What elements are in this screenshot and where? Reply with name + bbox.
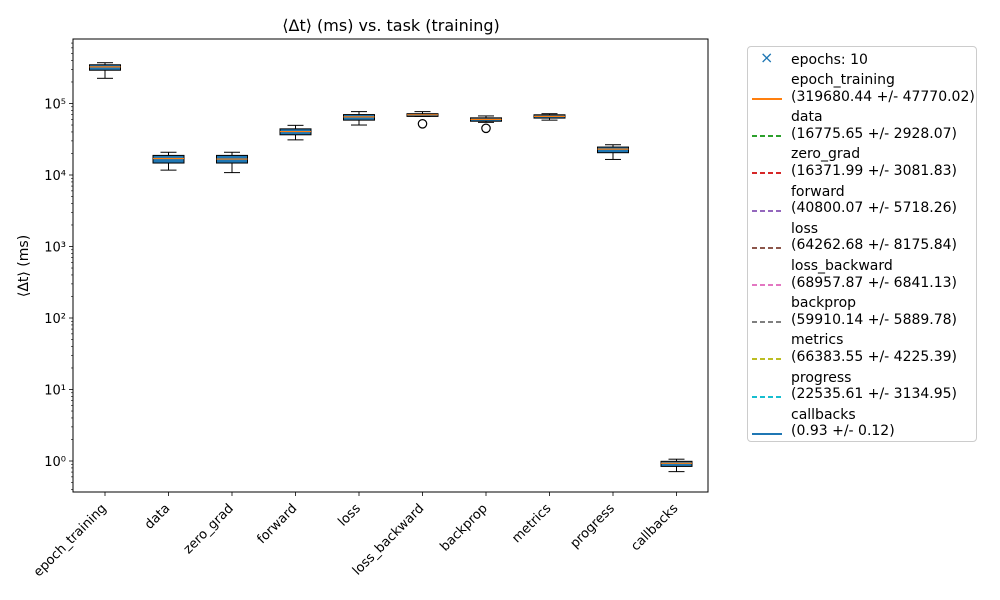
legend-label: epochs: 10 (791, 52, 868, 69)
legend-series-name: progress (791, 369, 852, 386)
x-tick-label: data (142, 501, 173, 532)
legend-line-handle (752, 209, 782, 212)
legend-label: loss_backward (68957.87 +/- 6841.13) (791, 258, 957, 291)
outlier-point (481, 123, 491, 134)
legend-label: callbacks (0.93 +/- 0.12) (791, 407, 895, 440)
x-tick-label: epoch_training (31, 501, 110, 580)
outlier-point (417, 119, 428, 129)
y-axis-label: ⟨Δt⟩ (ms) (16, 235, 32, 297)
legend-line-handle (752, 321, 782, 324)
legend-label: data (16775.65 +/- 2928.07) (791, 109, 957, 142)
x-tick-label: zero_grad (181, 501, 237, 557)
legend-series-name: loss (791, 220, 819, 237)
legend-series-stats: (319680.44 +/- 47770.02) (791, 88, 975, 105)
legend-line-handle (752, 98, 782, 100)
legend-line-handle (752, 432, 782, 435)
plot-frame (72, 38, 709, 493)
legend-label: progress (22535.61 +/- 3134.95) (791, 370, 957, 403)
legend-label: metrics (66383.55 +/- 4225.39) (791, 332, 957, 365)
legend-line-handle (752, 284, 782, 286)
y-tick-label: 10² (44, 312, 66, 327)
box (597, 146, 629, 154)
chart-title: ⟨Δt⟩ (ms) vs. task (training) (282, 16, 500, 35)
plot-area: 10⁰ 10¹ 10² 10³ 10⁴ 10⁵ epoch_training data zero… (31, 38, 709, 580)
legend-series-name: epoch_training (791, 72, 895, 88)
legend-series-name: metrics (791, 332, 844, 349)
y-tick-label: 10³ (44, 241, 66, 256)
x-tick-label: metrics (509, 501, 554, 546)
legend-label: forward (40800.07 +/- 5718.26) (791, 184, 957, 217)
y-tick-label: 10¹ (44, 384, 66, 399)
legend-series-stats: (0.93 +/- 0.12) (791, 423, 895, 440)
legend-line-handle (752, 135, 782, 138)
box (660, 460, 693, 467)
legend-series-stats: (16371.99 +/- 3081.83) (791, 162, 958, 179)
legend-series-name: forward (791, 183, 845, 200)
legend-series-name: backprop (791, 295, 857, 312)
legend-line-handle (752, 172, 782, 175)
y-tick-label: 10⁵ (44, 98, 66, 113)
legend-series-name: callbacks (791, 406, 856, 423)
legend-series-stats: (22535.61 +/- 3134.95) (791, 386, 958, 403)
legend-series-name: epochs: 10 (791, 52, 868, 68)
legend-line-handle (752, 395, 782, 398)
legend-x-marker-icon: × (760, 48, 774, 67)
legend-series-stats: (68957.87 +/- 6841.13) (791, 274, 958, 291)
legend-series-stats: (40800.07 +/- 5718.26) (791, 200, 958, 217)
legend-label: backprop (59910.14 +/- 5889.78) (791, 295, 957, 328)
legend-series-name: zero_grad (791, 146, 861, 163)
legend-series-stats: (64262.68 +/- 8175.84) (791, 237, 958, 254)
legend-line-handle (752, 358, 782, 361)
x-tick-label: progress (568, 501, 618, 551)
legend-label: loss (64262.68 +/- 8175.84) (791, 221, 957, 254)
legend-series-name: data (791, 109, 823, 126)
legend-series-name: loss_backward (791, 258, 893, 274)
legend: × epochs: 10 epoch_training (319680.44 +/- … (747, 46, 977, 442)
legend-series-stats: (59910.14 +/- 5889.78) (791, 311, 958, 328)
y-tick-label: 10⁴ (44, 169, 66, 184)
legend-series-stats: (16775.65 +/- 2928.07) (791, 125, 958, 142)
legend-label: epoch_training (319680.44 +/- 47770.02) (791, 72, 975, 105)
box (89, 64, 121, 71)
x-tick-label: forward (254, 501, 300, 547)
x-tick-label: backprop (437, 501, 490, 554)
y-tick-label: 10⁰ (44, 455, 66, 470)
x-tick-label: callbacks (628, 501, 681, 554)
x-tick-label: loss (335, 501, 364, 530)
box (152, 154, 185, 164)
legend-label: zero_grad (16371.99 +/- 3081.83) (791, 146, 957, 179)
legend-series-stats: (66383.55 +/- 4225.39) (791, 348, 958, 365)
legend-line-handle (752, 246, 782, 249)
